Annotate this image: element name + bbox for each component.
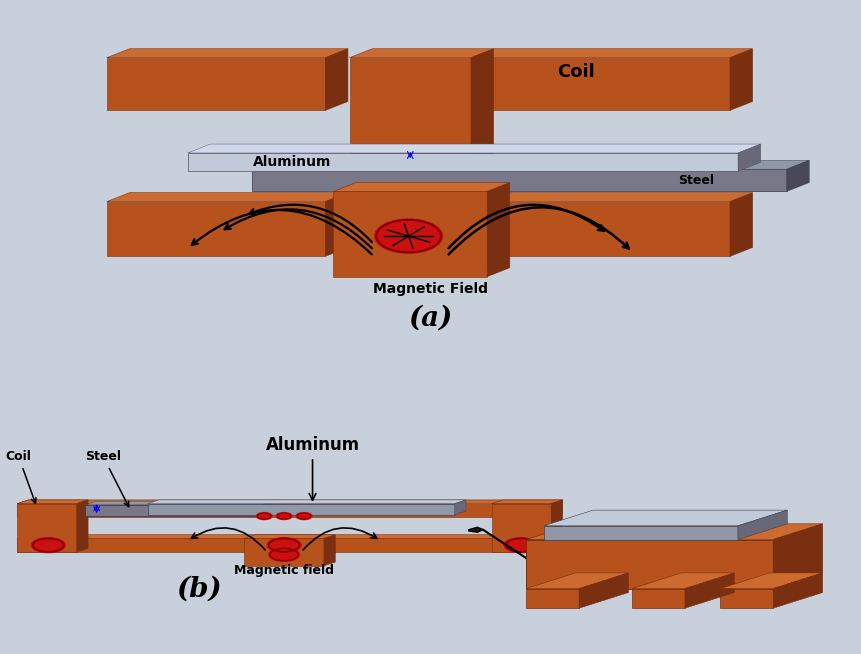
Polygon shape	[17, 500, 88, 504]
Polygon shape	[245, 535, 335, 538]
Polygon shape	[333, 182, 510, 192]
Polygon shape	[720, 589, 773, 608]
Text: Magnetic Field: Magnetic Field	[373, 282, 488, 296]
Text: Coil: Coil	[6, 450, 36, 503]
Polygon shape	[738, 510, 787, 540]
Polygon shape	[350, 49, 493, 58]
Circle shape	[269, 548, 300, 561]
Text: (a): (a)	[408, 304, 453, 332]
Polygon shape	[471, 49, 493, 163]
Circle shape	[504, 538, 538, 553]
Polygon shape	[17, 538, 551, 552]
Polygon shape	[471, 201, 730, 256]
Polygon shape	[787, 160, 809, 192]
Polygon shape	[773, 524, 822, 589]
Polygon shape	[487, 182, 510, 277]
Polygon shape	[526, 589, 579, 608]
Polygon shape	[245, 538, 324, 566]
Polygon shape	[471, 58, 730, 111]
Text: Coil: Coil	[557, 63, 595, 81]
Text: Steel: Steel	[678, 174, 714, 186]
Circle shape	[31, 538, 65, 553]
Polygon shape	[262, 501, 273, 516]
Polygon shape	[325, 193, 348, 256]
Polygon shape	[324, 535, 335, 566]
Circle shape	[257, 513, 272, 519]
Polygon shape	[720, 573, 822, 589]
Circle shape	[276, 513, 292, 519]
Polygon shape	[148, 500, 466, 504]
Polygon shape	[77, 500, 88, 552]
Polygon shape	[107, 193, 348, 201]
Polygon shape	[85, 505, 262, 516]
Polygon shape	[773, 573, 822, 608]
Polygon shape	[107, 201, 325, 256]
Polygon shape	[350, 58, 471, 163]
Polygon shape	[685, 573, 734, 608]
Polygon shape	[471, 193, 753, 201]
Polygon shape	[551, 500, 562, 517]
Polygon shape	[730, 49, 753, 111]
Polygon shape	[632, 589, 685, 608]
Polygon shape	[17, 504, 77, 552]
Polygon shape	[471, 49, 753, 58]
Polygon shape	[85, 501, 273, 505]
Polygon shape	[17, 500, 562, 504]
Polygon shape	[252, 160, 809, 169]
Polygon shape	[455, 500, 466, 515]
Polygon shape	[492, 500, 562, 504]
Polygon shape	[632, 573, 734, 589]
Polygon shape	[526, 524, 822, 540]
Text: Steel: Steel	[85, 450, 128, 507]
Polygon shape	[107, 58, 325, 111]
Polygon shape	[468, 527, 483, 532]
Polygon shape	[738, 144, 761, 171]
Polygon shape	[17, 535, 562, 538]
Text: Aluminum: Aluminum	[265, 436, 360, 500]
Polygon shape	[107, 49, 348, 58]
Polygon shape	[544, 510, 787, 526]
Circle shape	[296, 513, 312, 519]
Polygon shape	[252, 169, 787, 192]
Polygon shape	[544, 526, 738, 540]
Polygon shape	[579, 573, 629, 608]
Polygon shape	[188, 153, 738, 171]
Text: (b): (b)	[177, 576, 221, 603]
Polygon shape	[492, 504, 551, 552]
Polygon shape	[333, 192, 487, 277]
Polygon shape	[526, 573, 629, 589]
Polygon shape	[148, 504, 455, 515]
Polygon shape	[17, 504, 551, 517]
Polygon shape	[551, 500, 562, 552]
Polygon shape	[526, 540, 773, 589]
Polygon shape	[730, 193, 753, 256]
Circle shape	[375, 219, 443, 253]
Text: Aluminum: Aluminum	[252, 155, 331, 169]
Text: Magnetic field: Magnetic field	[234, 564, 334, 577]
Polygon shape	[551, 535, 562, 552]
Polygon shape	[325, 49, 348, 111]
Polygon shape	[188, 144, 761, 153]
Circle shape	[267, 538, 301, 553]
